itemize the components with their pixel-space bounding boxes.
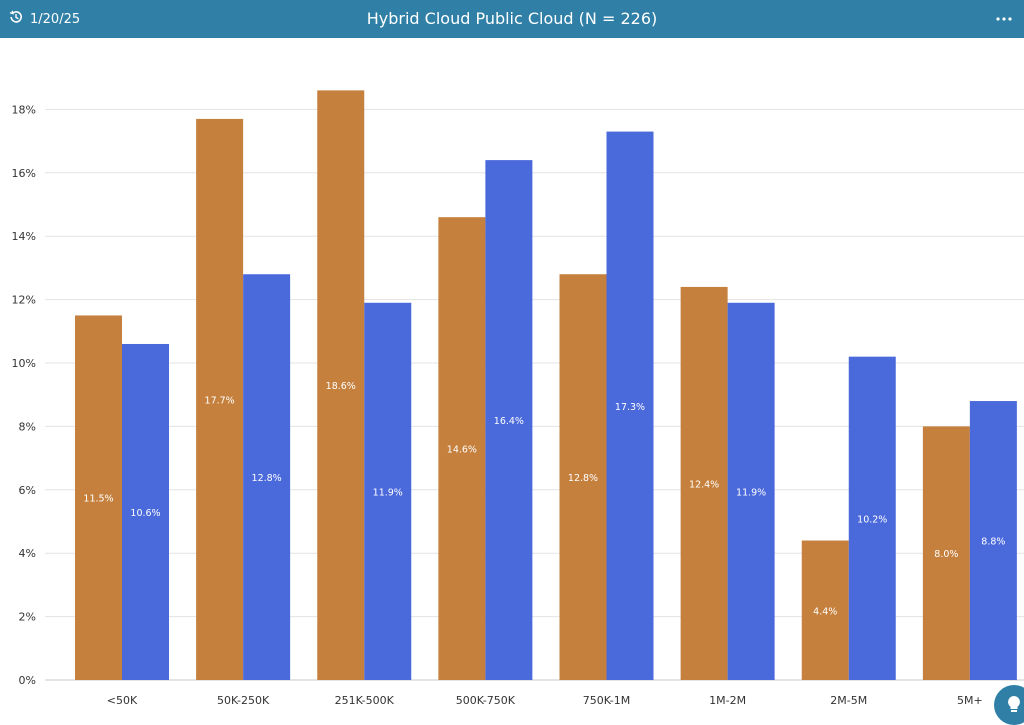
- x-tick-label: 2M-5M: [830, 694, 867, 707]
- data-label: 17.7%: [205, 395, 235, 406]
- x-tick-label: <50K: [107, 694, 138, 707]
- data-label: 16.4%: [494, 416, 524, 427]
- y-tick-label: 12%: [12, 294, 36, 307]
- x-tick-label: 251K-500K: [335, 694, 395, 707]
- chart-title: Hybrid Cloud Public Cloud (N = 226): [0, 0, 1024, 38]
- data-label: 11.9%: [373, 487, 403, 498]
- x-tick-label: 750K-1M: [583, 694, 631, 707]
- data-label: 4.4%: [813, 606, 837, 617]
- data-label: 8.8%: [981, 537, 1005, 548]
- data-label: 10.2%: [857, 514, 887, 525]
- y-tick-label: 2%: [19, 611, 36, 624]
- x-tick-label: 1M-2M: [709, 694, 746, 707]
- date-display[interactable]: 1/20/25: [8, 0, 80, 38]
- data-label: 12.8%: [568, 473, 598, 484]
- data-label: 11.9%: [736, 487, 766, 498]
- history-icon[interactable]: [8, 9, 24, 29]
- data-label: 11.5%: [83, 494, 113, 505]
- x-tick-label: 50K-250K: [217, 694, 270, 707]
- more-options-icon[interactable]: [992, 0, 1016, 38]
- chart-area: 0% 2% 4% 6% 8% 10% 12% 14% 16% 18% 11.5% 10.6% <50K 1…: [0, 38, 1024, 713]
- y-tick-label: 6%: [19, 484, 36, 497]
- y-tick-label: 8%: [19, 420, 36, 433]
- data-label: 12.4%: [689, 479, 719, 490]
- lightbulb-icon[interactable]: [994, 685, 1024, 725]
- x-tick-label: 500K-750K: [456, 694, 516, 707]
- y-tick-label: 10%: [12, 357, 36, 370]
- y-tick-label: 14%: [12, 230, 36, 243]
- data-label: 14.6%: [447, 445, 477, 456]
- data-label: 12.8%: [252, 473, 282, 484]
- data-label: 18.6%: [326, 381, 356, 392]
- y-tick-label: 0%: [19, 674, 36, 687]
- y-tick-label: 16%: [12, 167, 36, 180]
- bar-chart: 0% 2% 4% 6% 8% 10% 12% 14% 16% 18% 11.5% 10.6% <50K 1…: [0, 38, 1024, 713]
- data-label: 17.3%: [615, 402, 645, 413]
- y-tick-label: 4%: [19, 547, 36, 560]
- x-tick-label: 5M+: [957, 694, 983, 707]
- y-tick-label: 18%: [12, 103, 36, 116]
- date-label: 1/20/25: [30, 12, 80, 27]
- data-label: 8.0%: [934, 549, 958, 560]
- data-label: 10.6%: [130, 508, 160, 519]
- chart-header: 1/20/25 Hybrid Cloud Public Cloud (N = 2…: [0, 0, 1024, 38]
